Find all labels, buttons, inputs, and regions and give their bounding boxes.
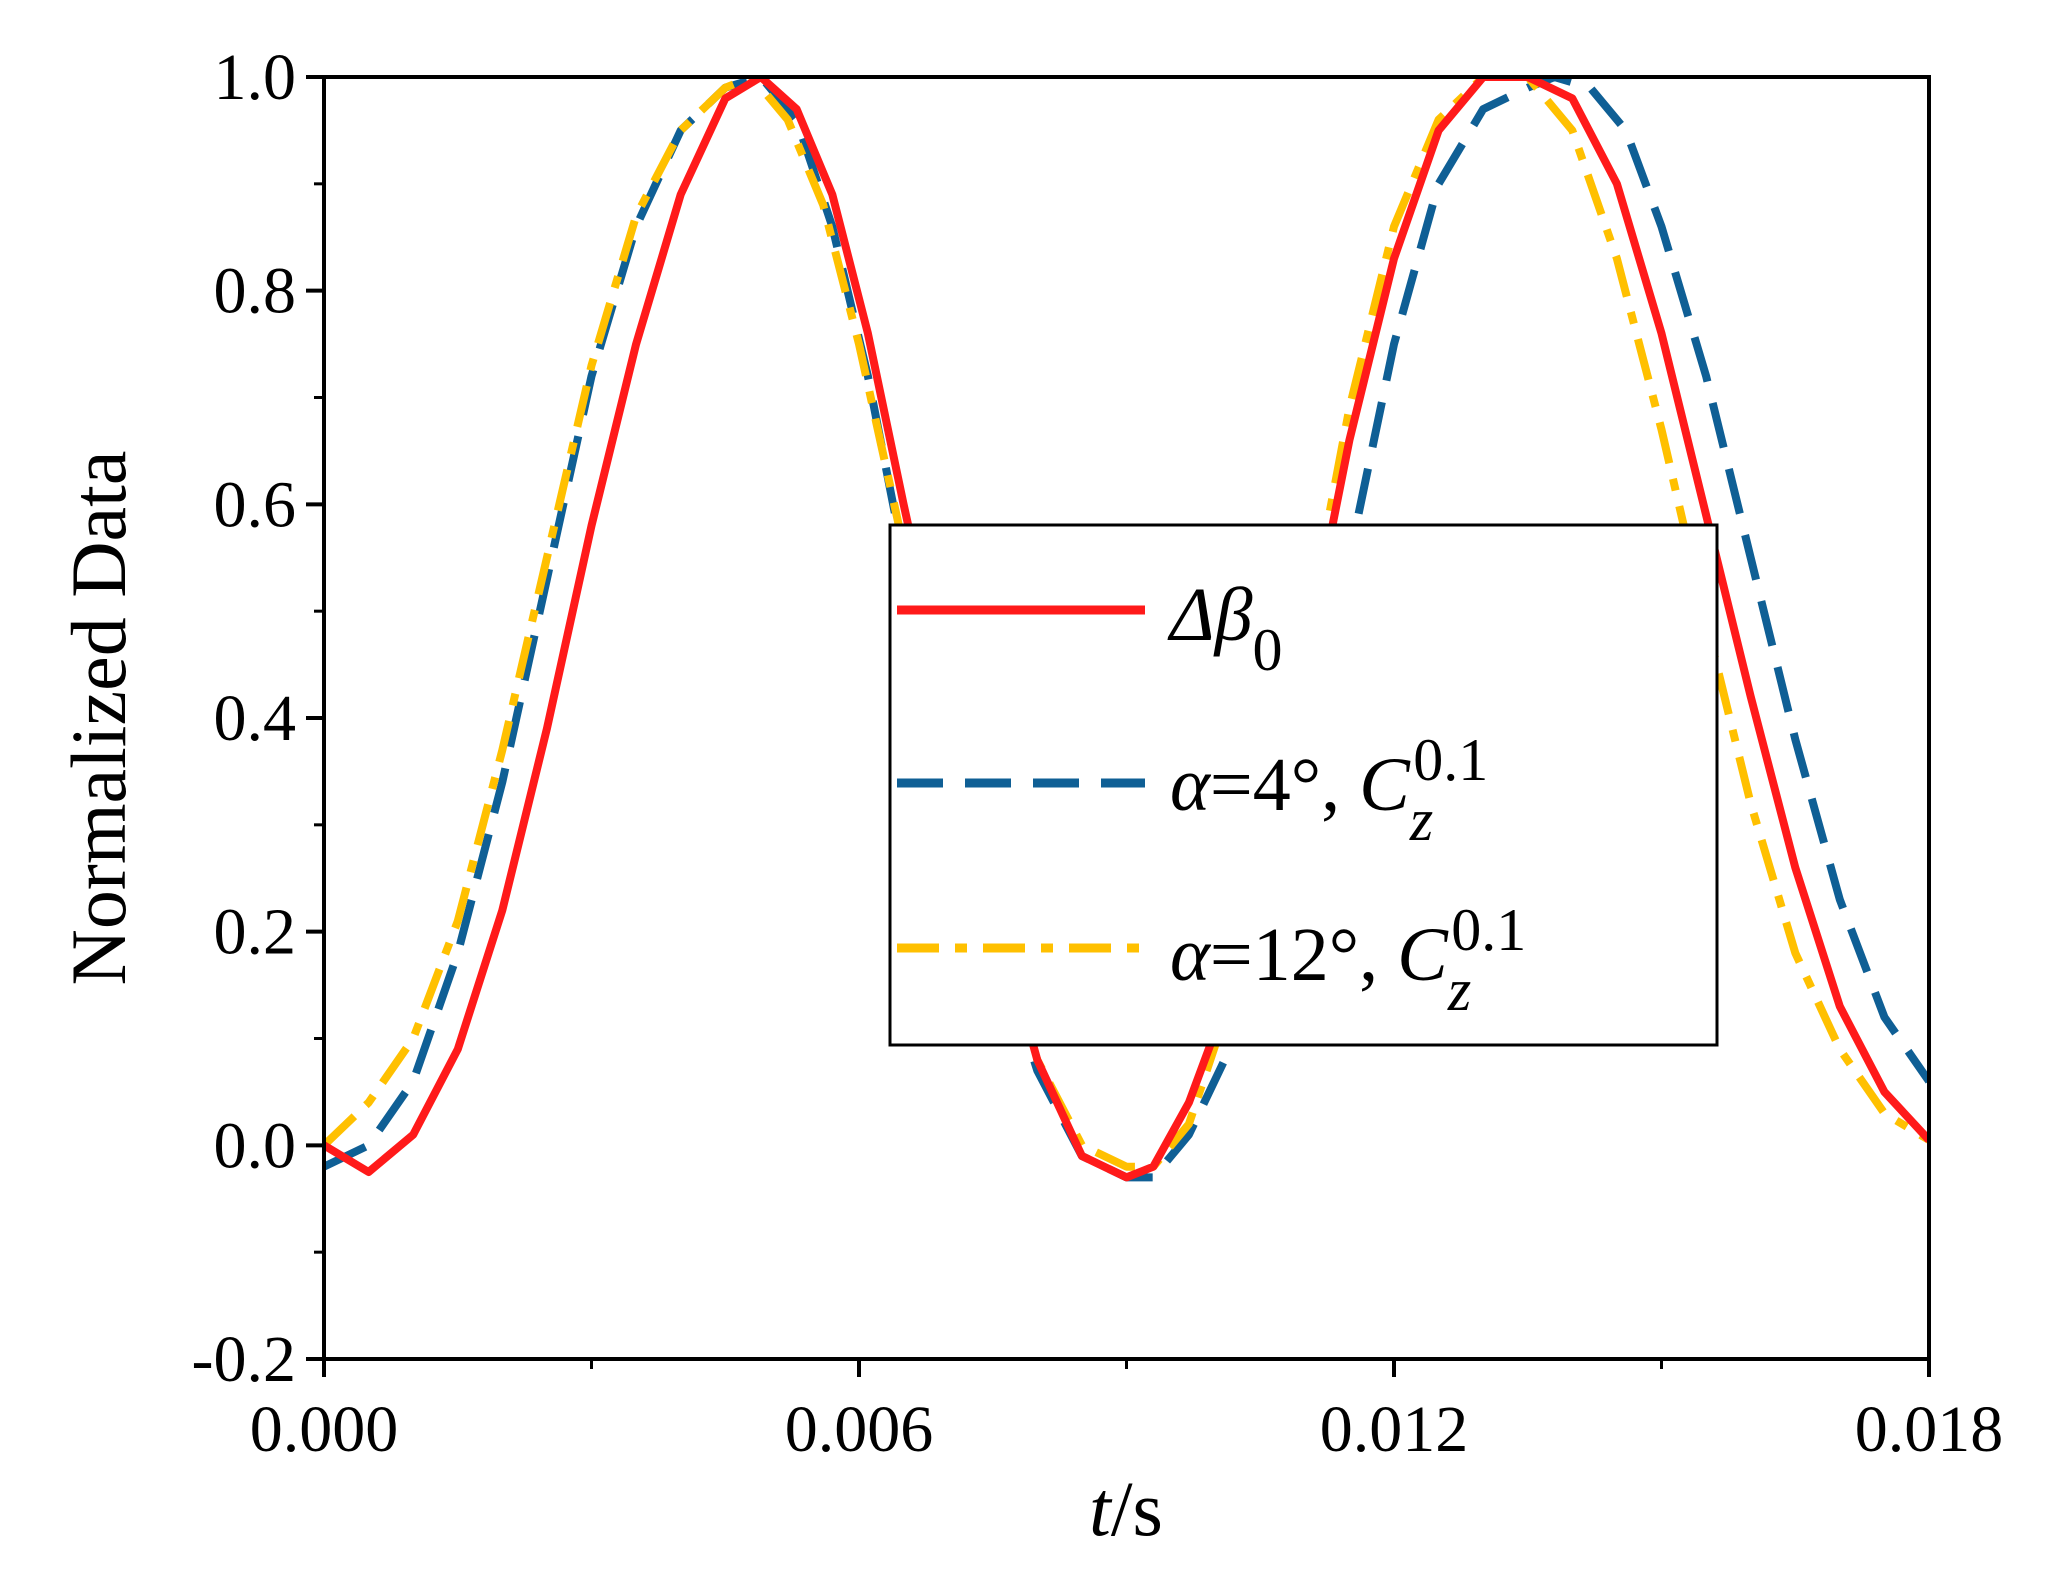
- x-axis: 0.000 0.006 0.012 0.018: [250, 1359, 2004, 1466]
- y-tick-label: 0.8: [214, 255, 297, 328]
- legend-label-delta-beta: Δβ0: [1167, 573, 1282, 683]
- x-tick-label: 0.012: [1320, 1393, 1469, 1466]
- series-line-0: [324, 77, 1929, 1182]
- y-tick-label: 0.2: [214, 896, 297, 969]
- y-tick-label: 0.6: [214, 468, 297, 541]
- legend-label-alpha-12: α=12°, Cz0.1: [1170, 897, 1526, 1023]
- x-tick-label: 0.006: [785, 1393, 934, 1466]
- x-tick-label: 0.018: [1855, 1393, 2004, 1466]
- y-tick-label: 0.4: [214, 682, 297, 755]
- x-axis-title: t/s: [1089, 1465, 1163, 1552]
- x-tick-label: 0.000: [250, 1393, 399, 1466]
- legend: Δβ0 α=4°, Cz0.1 α=12°, Cz0.1: [888, 523, 1719, 1047]
- series-layer: [324, 77, 1929, 1182]
- legend-label-alpha-4: α=4°, Cz0.1: [1170, 727, 1488, 853]
- y-axis-title: Normalized Data: [55, 451, 142, 986]
- y-tick-label: 1.0: [214, 41, 297, 114]
- y-tick-label: -0.2: [192, 1323, 296, 1396]
- series-line-1: [324, 77, 1929, 1182]
- series-line-2: [324, 77, 1929, 1171]
- y-tick-label: 0.0: [214, 1109, 297, 1182]
- y-axis: -0.2 0.0 0.2 0.4 0.6 0.8 1.0: [192, 41, 324, 1396]
